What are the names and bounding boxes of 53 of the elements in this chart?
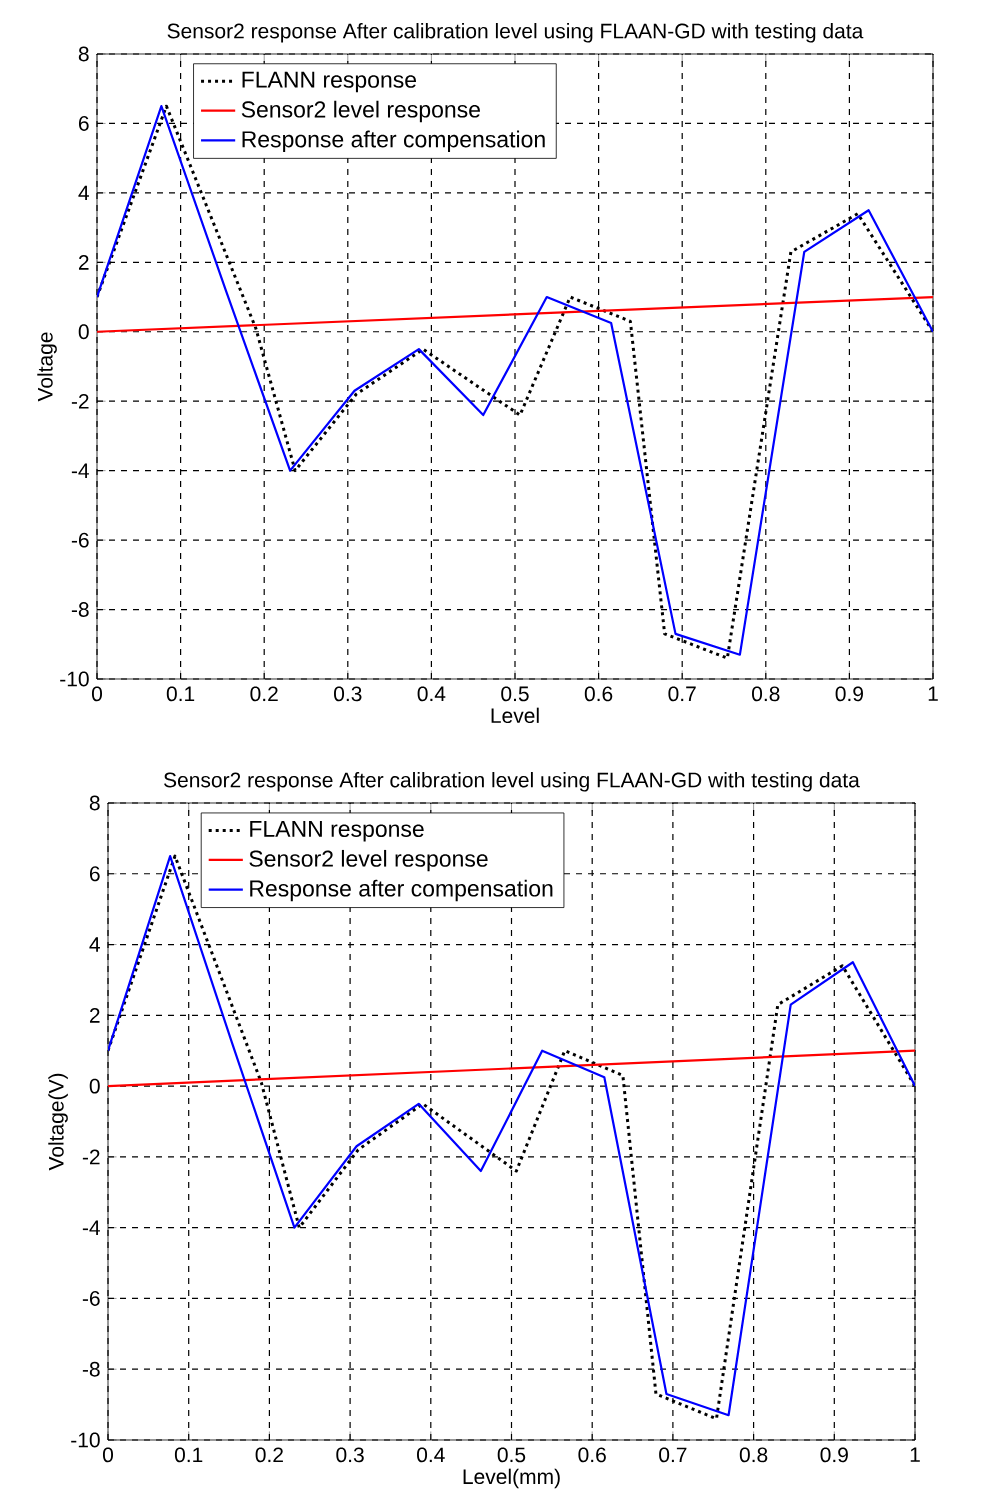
- x-tick-label: 0.8: [739, 1447, 768, 1463]
- x-tick-label: 1: [928, 686, 938, 701]
- y-tick-label: -2: [71, 393, 89, 409]
- x-tick-label: 0: [102, 1447, 114, 1463]
- y-tick-label: -6: [71, 532, 89, 548]
- y-tick-label: 0: [78, 324, 89, 340]
- y-tick-label: -2: [82, 1149, 100, 1165]
- y-tick-label: -4: [82, 1220, 100, 1235]
- y-axis-title: Voltage(V): [48, 1073, 68, 1171]
- x-tick-label: 0.9: [835, 686, 863, 702]
- x-tick-label: 0.3: [334, 686, 362, 702]
- y-tick-label: -4: [71, 463, 89, 478]
- chart-title: Sensor2 response After calibration level using FLAAN-GD with testing data: [167, 23, 864, 43]
- x-tick-label: 0.8: [752, 686, 780, 702]
- y-axis-title: Voltage: [37, 332, 57, 402]
- x-tick-label: 0.6: [584, 686, 613, 702]
- y-tick-label: -6: [82, 1291, 100, 1306]
- x-tick-label: 0.4: [417, 1447, 445, 1463]
- x-tick-label: 0.3: [336, 1447, 364, 1463]
- y-tick-label: 6: [78, 116, 89, 131]
- x-tick-label: 0.7: [659, 1447, 687, 1463]
- x-tick-label: 0.5: [497, 1447, 526, 1463]
- x-tick-label: 0.2: [250, 686, 278, 702]
- legend-label: FLANN response: [250, 820, 424, 842]
- y-tick-label: 8: [89, 795, 100, 811]
- legend-label: Response after compensation: [250, 879, 553, 902]
- y-tick-label: 8: [78, 46, 89, 62]
- y-tick-label: 2: [89, 1008, 100, 1023]
- y-tick-label: -8: [71, 602, 89, 617]
- x-tick-label: 0.9: [820, 1447, 848, 1463]
- x-tick-label: 0.6: [578, 1447, 606, 1463]
- x-tick-label: 0.2: [255, 1447, 283, 1463]
- x-tick-label: 0.4: [417, 686, 446, 702]
- x-axis-title: Level: [491, 707, 539, 724]
- legend-label: FLANN response: [242, 71, 417, 93]
- legend-label: Sensor2 level response: [249, 849, 488, 872]
- x-axis-title: Level(mm): [463, 1468, 560, 1489]
- x-tick-label: 1: [910, 1447, 920, 1462]
- x-tick-label: 0.1: [166, 686, 195, 702]
- chart-title: Sensor2 response After calibration level using FLAAN-GD with testing data: [164, 772, 860, 792]
- legend-label: Response after compensation: [242, 130, 545, 152]
- y-tick-label: -10: [60, 671, 89, 687]
- y-tick-label: 4: [78, 185, 89, 201]
- y-tick-label: 4: [89, 937, 100, 952]
- x-tick-label: 0.1: [174, 1447, 203, 1463]
- y-tick-label: 0: [89, 1078, 100, 1094]
- y-tick-label: -10: [71, 1432, 100, 1448]
- y-tick-label: -8: [82, 1361, 100, 1377]
- x-tick-label: 0.5: [501, 686, 529, 702]
- y-tick-label: 2: [78, 255, 89, 270]
- legend-label: Sensor2 level response: [241, 100, 480, 123]
- y-tick-label: 6: [89, 866, 100, 882]
- x-tick-label: 0.7: [668, 686, 696, 702]
